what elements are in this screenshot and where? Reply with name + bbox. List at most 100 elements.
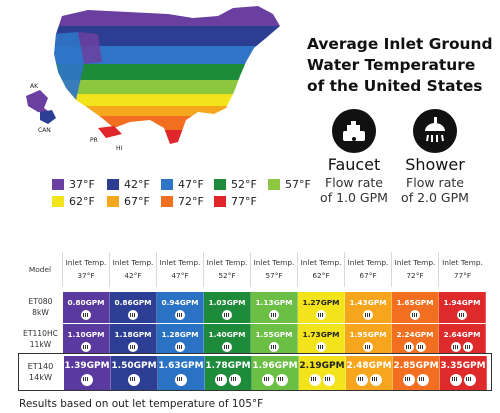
flow-rate-value: 1.10GPM bbox=[67, 330, 105, 339]
flow-rate-value: 3.35GPM bbox=[440, 361, 486, 371]
faucet-icon bbox=[356, 374, 368, 386]
fixture-icons bbox=[346, 374, 392, 386]
column-header-line1: Inlet Temp. bbox=[347, 258, 389, 267]
faucet-icon bbox=[457, 310, 467, 320]
flow-rate-cell: 1.63GPM bbox=[158, 356, 205, 390]
map-label-pr: PR bbox=[90, 137, 98, 144]
shower-info: Shower Flow rate of 2.0 GPM bbox=[390, 155, 480, 205]
flow-rate-value: 0.94GPM bbox=[161, 298, 199, 307]
column-header-47: Inlet Temp. 47°F bbox=[157, 252, 204, 287]
row-label-et080: ET080 8kW bbox=[18, 292, 63, 322]
map-label-ak: AK bbox=[30, 83, 39, 90]
legend-item-62: 62°F bbox=[52, 194, 95, 208]
faucet-icon bbox=[175, 310, 185, 320]
faucet-icon bbox=[316, 342, 326, 352]
flow-rate-cell: 1.18GPM bbox=[110, 324, 157, 355]
faucet-icon bbox=[128, 342, 138, 352]
legend-item-37: 37°F bbox=[52, 177, 95, 191]
legend-label: 47°F bbox=[178, 177, 204, 191]
fixture-icons bbox=[111, 374, 157, 386]
fixture-icons bbox=[439, 310, 485, 320]
flow-rate-value: 1.28GPM bbox=[161, 330, 199, 339]
fixture-icons bbox=[393, 374, 439, 386]
column-header-52: Inlet Temp. 52°F bbox=[204, 252, 251, 287]
column-header-line2: 57°F bbox=[265, 271, 283, 280]
flow-rate-value: 1.96GPM bbox=[252, 361, 298, 371]
flow-rate-cell: 3.35GPM bbox=[440, 356, 487, 390]
faucet-icon bbox=[363, 310, 373, 320]
faucet-icon bbox=[262, 374, 274, 386]
flow-rate-cell: 1.10GPM bbox=[63, 324, 110, 355]
flow-rate-cell: 1.03GPM bbox=[204, 292, 251, 323]
column-header-line1: Inlet Temp. bbox=[394, 258, 436, 267]
legend-item-72: 72°F bbox=[161, 194, 204, 208]
legend-swatch bbox=[161, 178, 173, 190]
faucet-icon bbox=[81, 310, 91, 320]
flow-rate-value: 1.18GPM bbox=[114, 330, 152, 339]
flow-rate-value: 0.86GPM bbox=[114, 298, 152, 307]
faucet-icon bbox=[451, 342, 461, 352]
flow-rate-cell: 2.64GPM bbox=[439, 324, 486, 355]
legend-label: 37°F bbox=[69, 177, 95, 191]
flow-rate-cell: 2.85GPM bbox=[393, 356, 440, 390]
faucet-icon bbox=[403, 374, 415, 386]
legend-swatch bbox=[107, 178, 119, 190]
faucet-icon bbox=[81, 342, 91, 352]
faucet-icon bbox=[215, 374, 227, 386]
column-header-67: Inlet Temp. 67°F bbox=[345, 252, 392, 287]
flow-rate-cell: 1.96GPM bbox=[252, 356, 299, 390]
fixture-icons bbox=[345, 342, 391, 352]
flow-rate-cell: 1.78GPM bbox=[205, 356, 252, 390]
legend-label: 52°F bbox=[231, 177, 257, 191]
fixture-icons bbox=[251, 342, 297, 352]
fixture-icons bbox=[392, 310, 438, 320]
column-header-line1: Inlet Temp. bbox=[206, 258, 248, 267]
flow-rate-cell: 1.27GPM bbox=[298, 292, 345, 323]
faucet-rate-line2: of 1.0 GPM bbox=[320, 190, 388, 205]
faucet-icon bbox=[332, 109, 376, 153]
faucet-icon bbox=[269, 342, 279, 352]
flow-rate-value: 0.80GPM bbox=[67, 298, 105, 307]
flow-rate-value: 1.95GPM bbox=[349, 330, 387, 339]
shower-head-icon bbox=[417, 374, 429, 386]
flow-rate-value: 1.94GPM bbox=[443, 298, 481, 307]
alaska-shape bbox=[26, 90, 52, 114]
shower-head-icon bbox=[413, 109, 457, 153]
fixture-icons bbox=[110, 310, 156, 320]
fixture-icons bbox=[204, 342, 250, 352]
flow-rate-cell: 0.80GPM bbox=[63, 292, 110, 323]
flow-rate-cell: 1.28GPM bbox=[157, 324, 204, 355]
shower-head-icon bbox=[323, 374, 335, 386]
column-header-77: Inlet Temp. 77°F bbox=[439, 252, 486, 287]
legend-swatch bbox=[214, 195, 226, 207]
fixture-icons bbox=[251, 310, 297, 320]
legend-label: 77°F bbox=[231, 194, 257, 208]
model-power: 14kW bbox=[28, 372, 53, 382]
column-header-line1: Inlet Temp. bbox=[442, 258, 483, 267]
column-header-line2: 62°F bbox=[312, 271, 330, 280]
flow-rate-value: 1.27GPM bbox=[302, 298, 340, 307]
shower-head-icon bbox=[416, 342, 426, 352]
legend-label: 57°F bbox=[285, 177, 311, 191]
flow-rate-value: 1.13GPM bbox=[255, 298, 293, 307]
legend-label: 72°F bbox=[178, 194, 204, 208]
shower-head-icon bbox=[229, 374, 241, 386]
row-label-et140: ET140 14kW bbox=[18, 359, 63, 389]
page-title: Average Inlet Ground Water Temperature o… bbox=[307, 35, 493, 95]
column-header-72: Inlet Temp. 72°F bbox=[392, 252, 439, 287]
flow-rate-cell: 1.43GPM bbox=[345, 292, 392, 323]
hawaii-shape bbox=[98, 126, 122, 138]
fixture-icons bbox=[205, 374, 251, 386]
fixture-icons bbox=[298, 310, 344, 320]
map-label-can: CAN bbox=[38, 127, 51, 134]
column-header-62: Inlet Temp. 62°F bbox=[298, 252, 345, 287]
flow-rate-cell: 2.19GPM bbox=[299, 356, 346, 390]
fixture-icons bbox=[439, 342, 485, 352]
flow-rate-cell: 2.48GPM bbox=[346, 356, 393, 390]
faucet-icon bbox=[309, 374, 321, 386]
flow-rate-value: 1.43GPM bbox=[349, 298, 387, 307]
fixture-icons bbox=[157, 310, 203, 320]
fixture-icons bbox=[299, 374, 345, 386]
column-header-line2: 37°F bbox=[77, 271, 95, 280]
shower-head-icon bbox=[276, 374, 288, 386]
